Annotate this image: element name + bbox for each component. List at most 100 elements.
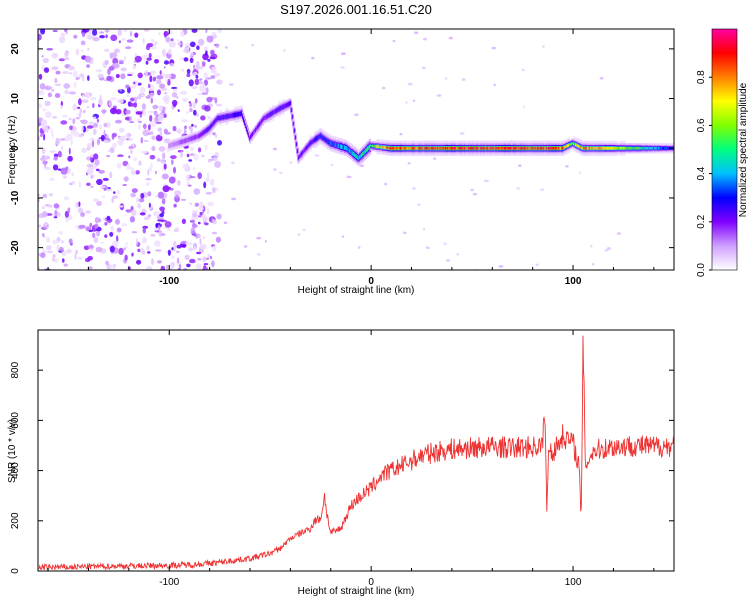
spectrogram-speckle — [51, 131, 54, 138]
spectrogram-ridge-cell — [180, 139, 183, 145]
spectrogram-ridge-cell — [283, 104, 286, 109]
spectrogram-speckle — [38, 90, 45, 96]
spectrogram-speckle — [414, 31, 419, 34]
spectrogram-speckle — [55, 70, 61, 75]
spectrogram-speckle — [103, 48, 110, 53]
spectrogram-speckle — [146, 266, 153, 270]
spectrogram-ridge-cell — [640, 146, 643, 150]
spectrogram-ridge-cell — [538, 146, 541, 150]
spectrogram-ridge-cell — [474, 146, 477, 150]
spectrogram-speckle — [110, 97, 117, 101]
spectrogram-speckle — [149, 70, 157, 75]
spectrogram-speckle — [205, 87, 209, 94]
spectrogram-ridge-cell — [276, 108, 279, 113]
spectrogram-speckle — [115, 119, 122, 124]
spectrogram-speckle — [145, 178, 152, 181]
spectrogram-speckle — [163, 128, 168, 134]
spectrogram-ridge-cell — [346, 146, 348, 151]
spectrogram-speckle — [167, 48, 172, 55]
spectrogram-ridge-cell — [205, 128, 208, 133]
spectrogram-ridge-cell — [376, 145, 379, 148]
spectrogram-speckle — [99, 94, 102, 101]
spectrogram-speckle — [111, 196, 114, 204]
spectrogram-speckle — [89, 222, 93, 228]
spectrogram-speckle — [115, 218, 120, 225]
spectrogram-speckle — [64, 89, 70, 95]
spectrogram-speckle — [92, 29, 98, 36]
spectrogram-ridge-cell — [487, 146, 490, 150]
spectrogram-ridge-cell — [452, 146, 454, 150]
spectrogram-ridge-cell — [620, 146, 623, 150]
spectrogram-ridge-cell — [456, 146, 458, 150]
spectrogram-ridge-cell — [557, 146, 559, 150]
spectrogram-speckle — [199, 211, 203, 216]
spectrogram-ridge-cell — [506, 146, 509, 150]
spectrogram-speckle — [103, 123, 108, 128]
spectrogram-speckle — [67, 65, 76, 71]
spectrogram-speckle — [173, 203, 177, 208]
spectrogram-speckle — [60, 104, 63, 110]
spectrogram-speckle — [136, 196, 139, 204]
spectrogram-speckle — [142, 129, 150, 137]
spectrogram-ridge-cell — [549, 146, 552, 150]
spectrogram-speckle — [78, 181, 81, 188]
spectrogram-ridge-cell — [354, 152, 356, 157]
spectrogram-speckle — [99, 35, 105, 39]
spectrogram-speckle — [152, 76, 157, 82]
spectrogram-speckle — [158, 32, 161, 36]
spectrogram-speckle — [99, 185, 106, 189]
spectrogram-speckle — [405, 101, 408, 104]
spectrogram-ridge-cell — [516, 146, 519, 150]
spectrogram-speckle — [40, 252, 46, 259]
spectrogram-ridge-cell — [525, 146, 528, 150]
spectrogram-speckle — [87, 266, 93, 270]
spectrogram-ridge-cell — [350, 149, 352, 154]
spectrogram-speckle — [590, 244, 593, 248]
spectrogram-ridge-cell — [358, 156, 360, 161]
spectrogram-speckle — [204, 105, 211, 112]
spectrogram-speckle — [107, 149, 110, 152]
spectrogram-speckle — [140, 137, 143, 144]
spectrogram-speckle — [407, 161, 411, 165]
spectrogram-ridge-cell — [227, 114, 230, 119]
spectrogram-ridge-cell — [235, 112, 237, 117]
spectrogram-ridge-cell — [406, 146, 409, 150]
spectrogram-y-tick-label: -20 — [10, 240, 21, 255]
spectrogram-speckle — [189, 41, 196, 48]
spectrogram-speckle — [89, 157, 93, 161]
spectrogram-ridge-cell — [201, 131, 204, 136]
spectrogram-speckle — [194, 78, 200, 86]
spectrogram-ridge-cell — [423, 146, 426, 150]
spectrogram-ridge-cell — [643, 146, 646, 150]
spectrogram-speckle — [39, 83, 46, 90]
spectrogram-speckle — [87, 259, 90, 262]
spectrogram-speckle — [72, 103, 77, 111]
spectrogram-ridge-cell — [169, 143, 172, 148]
spectrogram-speckle — [146, 57, 152, 61]
spectrogram-ridge-cell — [269, 112, 272, 117]
spectrogram-ridge-cell — [524, 146, 527, 150]
spectrogram-ridge-cell — [342, 144, 344, 150]
spectrogram-speckle — [181, 218, 186, 224]
spectrogram-ridge-cell — [242, 114, 244, 119]
spectrogram-ridge-cell — [421, 146, 424, 150]
spectrogram-speckle — [185, 241, 193, 246]
spectrogram-speckle — [188, 159, 193, 162]
spectrogram-ridge-cell — [215, 117, 218, 122]
spectrogram-ridge-cell — [437, 146, 440, 150]
spectrogram-ridge-cell — [380, 145, 383, 149]
spectrogram-speckle — [330, 163, 334, 167]
spectrogram-speckle — [183, 128, 187, 136]
spectrogram-ridge-cell — [588, 146, 591, 150]
spectrogram-ridge-cell — [483, 146, 486, 150]
spectrogram-ridge-cell — [576, 143, 579, 147]
spectrogram-ridge-cell — [422, 146, 425, 150]
spectrogram-ridge-cell — [401, 146, 404, 150]
spectrogram-speckle — [68, 238, 73, 244]
spectrogram-ridge-cell — [203, 130, 206, 135]
spectrogram-ridge-cell — [619, 146, 622, 150]
spectrogram-speckle — [190, 227, 196, 235]
spectrogram-ridge-cell — [471, 146, 474, 150]
spectrogram-ridge-cell — [453, 146, 455, 150]
spectrogram-ridge-cell — [529, 146, 532, 150]
